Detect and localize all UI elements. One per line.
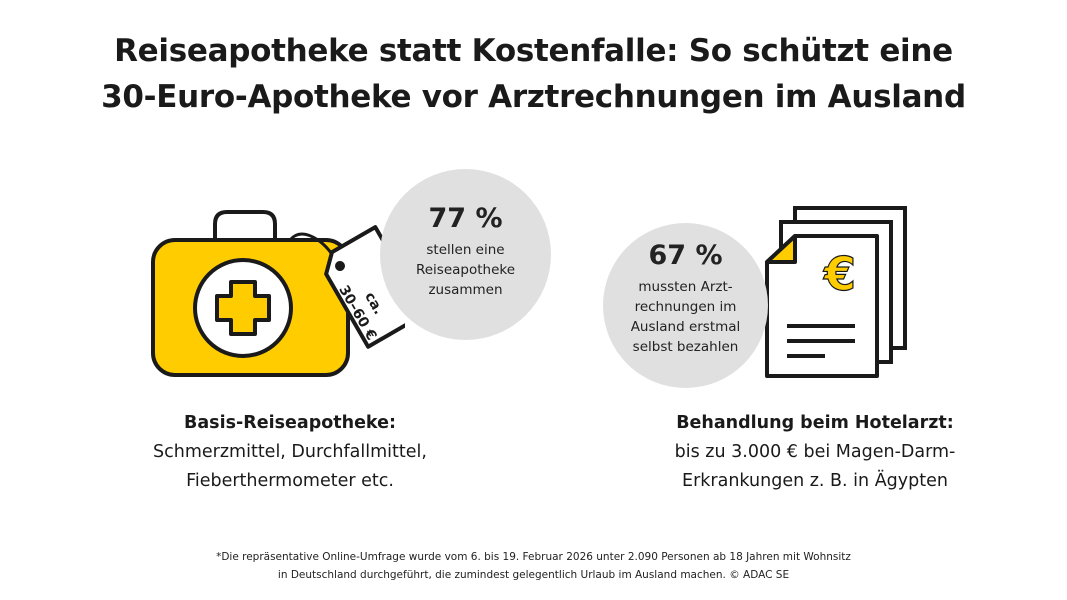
stat-circle-left: 77 % stellen eine Reiseapotheke zusammen bbox=[380, 169, 551, 340]
title-line-1: Reiseapotheke statt Kostenfalle: So schü… bbox=[114, 33, 953, 69]
invoice-documents-icon: € bbox=[765, 206, 907, 378]
first-aid-kit-icon: ca. 30–60 € bbox=[151, 210, 405, 377]
footnote-line-1: *Die repräsentative Online-Umfrage wurde… bbox=[216, 551, 851, 563]
caption-left: Basis-Reiseapotheke: Schmerzmittel, Durc… bbox=[120, 409, 460, 496]
caption-left-body: Schmerzmittel, Durchfallmittel, Fieberth… bbox=[153, 442, 427, 491]
caption-right-heading: Behandlung beim Hotelarzt: bbox=[676, 413, 954, 433]
stat-percent-left: 77 % bbox=[428, 203, 503, 234]
stat-text-left: stellen eine Reiseapotheke zusammen bbox=[415, 242, 516, 298]
caption-right-body: bis zu 3.000 € bei Magen-Darm- Erkrankun… bbox=[674, 442, 956, 491]
euro-icon: € bbox=[823, 247, 856, 301]
footnote: *Die repräsentative Online-Umfrage wurde… bbox=[0, 548, 1067, 584]
stat-text-right: mussten Arzt- rechnungen im Ausland erst… bbox=[630, 279, 741, 355]
title-line-2: 30-Euro-Apotheke vor Arztrechnungen im A… bbox=[101, 79, 966, 115]
caption-right: Behandlung beim Hotelarzt: bis zu 3.000 … bbox=[645, 409, 985, 496]
stat-circle-right: 67 % mussten Arzt- rechnungen im Ausland… bbox=[603, 223, 768, 388]
caption-left-heading: Basis-Reiseapotheke: bbox=[184, 413, 396, 433]
footnote-line-2: in Deutschland durchgeführt, die zuminde… bbox=[277, 569, 790, 581]
stat-percent-right: 67 % bbox=[648, 240, 723, 271]
page-title: Reiseapotheke statt Kostenfalle: So schü… bbox=[0, 28, 1067, 120]
